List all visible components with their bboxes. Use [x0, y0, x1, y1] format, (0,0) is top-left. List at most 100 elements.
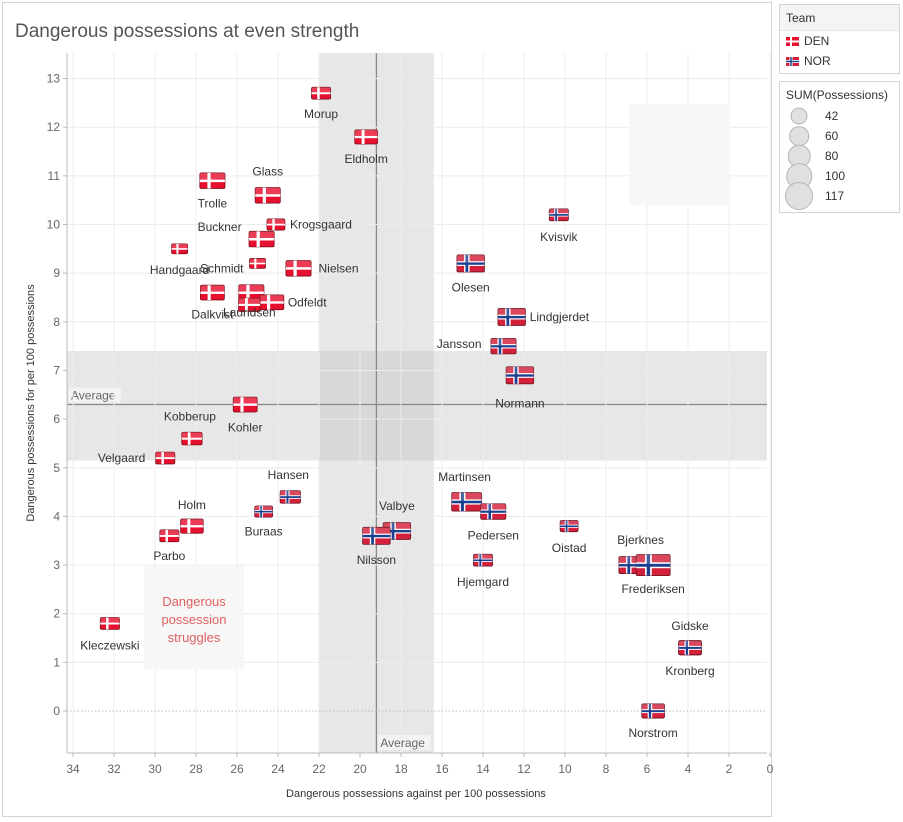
denmark-flag-icon [786, 36, 799, 46]
flag-cross-h [159, 535, 179, 537]
point-jansson[interactable] [490, 337, 517, 355]
point-label: Olesen [452, 280, 490, 294]
point-buckner[interactable] [248, 230, 275, 248]
flag-gloss [255, 187, 281, 195]
point-kronberg[interactable] [678, 640, 702, 656]
flag-gloss [549, 208, 569, 215]
point-nilsson[interactable] [362, 526, 391, 545]
size-legend-value: 117 [825, 189, 845, 203]
size-legend-title: SUM(Possessions) [786, 88, 889, 102]
point-trolle[interactable] [199, 172, 226, 189]
team-legend-title: Team [780, 5, 899, 31]
y-tick-label: 11 [48, 169, 61, 183]
point-schmidt[interactable] [249, 258, 266, 269]
point-kvisvik[interactable] [548, 208, 569, 222]
flag-cross-h-blue [480, 510, 506, 513]
point-morup[interactable] [311, 86, 332, 100]
point-handgaard[interactable] [171, 243, 189, 255]
point-martinsen[interactable] [451, 492, 482, 512]
y-tick-label: 13 [47, 72, 61, 86]
point-kobberup[interactable] [181, 431, 203, 446]
x-tick-label: 4 [685, 762, 692, 776]
point-label: Kohler [228, 421, 263, 435]
flag-cross-h [354, 135, 378, 139]
y-tick-label: 5 [53, 461, 60, 475]
point-parbo[interactable] [159, 529, 180, 543]
x-tick-label: 16 [435, 762, 449, 776]
point-pedersen[interactable] [480, 503, 507, 520]
legend-item-nor[interactable]: NOR [780, 51, 899, 71]
point-kohler[interactable] [232, 396, 258, 413]
flag-cross-h-blue [383, 529, 411, 533]
flag-cross-h [285, 267, 312, 270]
x-tick-label: 20 [353, 762, 367, 776]
annotation-box [144, 566, 244, 669]
flag-gloss [280, 490, 301, 497]
point-oistad[interactable] [559, 520, 579, 533]
flag-cross-h [249, 262, 266, 265]
flag-gloss [456, 254, 485, 263]
point-kleczewski[interactable] [99, 617, 120, 630]
x-tick-label: 24 [271, 762, 285, 776]
point-label: Krogsgaard [290, 218, 352, 232]
y-tick-label: 9 [53, 266, 60, 280]
x-tick-label: 18 [394, 762, 408, 776]
point-label: Pedersen [468, 529, 519, 543]
point-nielsen[interactable] [285, 260, 312, 277]
point-buraas[interactable] [254, 505, 274, 518]
legend-item-den[interactable]: DEN [780, 31, 899, 51]
flag-cross-h [249, 238, 275, 241]
flag-cross-h-blue [473, 559, 493, 562]
point-lauridsen[interactable] [238, 297, 261, 312]
point-hansen[interactable] [279, 490, 301, 504]
point-frederiksen[interactable] [635, 554, 671, 576]
point-eldholm[interactable] [354, 129, 378, 145]
point-label: Nilsson [357, 553, 396, 567]
y-axis-title: Dangerous possessions for per 100 posses… [25, 284, 37, 522]
point-label: Morup [304, 107, 338, 121]
point-norstrom[interactable] [641, 703, 665, 719]
point-krogsgaard[interactable] [266, 218, 286, 231]
point-label: Lindgjerdet [530, 310, 590, 324]
x-average-label-bg [378, 735, 431, 750]
legend-item-label: DEN [804, 34, 830, 48]
flag-gloss [259, 294, 284, 302]
flag-gloss [490, 338, 517, 346]
flag-cross-h-blue [451, 500, 482, 504]
point-label: Frederiksen [621, 582, 684, 596]
point-hjemgard[interactable] [473, 553, 493, 567]
blank-annotation-box [629, 104, 730, 205]
flag-cross-h-blue [641, 710, 665, 713]
point-label: Gidske [671, 619, 709, 633]
point-lauridsen[interactable] [238, 284, 265, 301]
size-circle-icon [785, 182, 813, 210]
point-label: Schmidt [200, 261, 244, 275]
point-label: Jansson [437, 337, 482, 351]
flag-cross-h-blue [636, 563, 671, 567]
y-tick-label: 0 [53, 704, 60, 718]
size-legend-value: 60 [825, 129, 839, 143]
point-label: Kronberg [665, 664, 714, 678]
flag-cross-h [266, 223, 285, 226]
flag-cross-h-blue [456, 262, 485, 265]
flag-gloss [100, 617, 120, 623]
flag-cross-h [199, 179, 225, 183]
x-tick-label: 8 [603, 762, 610, 776]
x-tick-label: 32 [107, 762, 121, 776]
point-dalkvist[interactable] [200, 284, 225, 301]
flag-cross-h [180, 525, 204, 528]
point-normann[interactable] [505, 366, 535, 385]
point-velgaard[interactable] [155, 451, 176, 465]
point-odfeldt[interactable] [259, 294, 285, 311]
size-legend-item: 60 [780, 126, 899, 146]
flag-gloss [560, 520, 579, 526]
team-legend: Team DEN NOR [779, 4, 900, 74]
point-olesen[interactable] [456, 254, 485, 273]
point-label: Velgaard [98, 451, 145, 465]
flag-cross-h-blue [254, 510, 273, 513]
flag-gloss [155, 452, 175, 458]
flag-gloss [641, 703, 665, 711]
point-holm[interactable] [180, 518, 204, 534]
point-lindgjerdet[interactable] [497, 308, 526, 326]
point-glass[interactable] [254, 187, 281, 204]
